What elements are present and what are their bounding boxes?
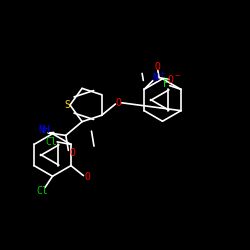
Text: O: O — [116, 98, 121, 108]
Text: O: O — [155, 62, 161, 72]
Text: N$^+$: N$^+$ — [152, 71, 166, 84]
Text: NH: NH — [39, 126, 50, 136]
Text: F: F — [163, 78, 169, 89]
Text: Cl: Cl — [46, 137, 58, 147]
Text: S: S — [64, 100, 70, 110]
Text: Cl: Cl — [36, 186, 48, 196]
Text: O: O — [69, 148, 75, 158]
Text: O: O — [84, 172, 90, 182]
Text: O$^-$: O$^-$ — [167, 74, 181, 86]
